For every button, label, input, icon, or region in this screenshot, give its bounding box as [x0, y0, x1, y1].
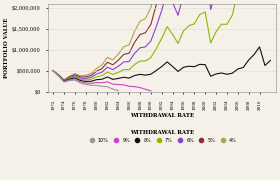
Y-axis label: PORTFOLIO VALUE: PORTFOLIO VALUE	[4, 18, 9, 78]
Legend: 10%, 9%, 8%, 7%, 6%, 5%, 4%: 10%, 9%, 8%, 7%, 6%, 5%, 4%	[85, 128, 239, 145]
X-axis label: WITHDRAWAL RATE: WITHDRAWAL RATE	[130, 113, 194, 118]
